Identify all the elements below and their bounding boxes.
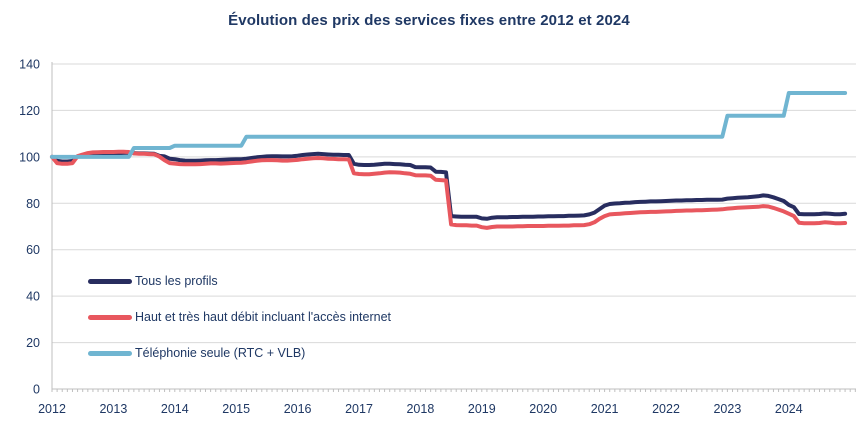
legend-item-haut-debit: Haut et très haut débit incluant l'accès… [88, 308, 508, 326]
legend-swatch-tous-les-profils [88, 278, 132, 284]
legend-label-tous-les-profils: Tous les profils [135, 274, 218, 288]
legend-swatch-telephonie-seule [88, 350, 132, 356]
series-line-2 [50, 91, 848, 159]
legend-item-telephonie-seule: Téléphonie seule (RTC + VLB) [88, 344, 508, 362]
legend-label-haut-debit: Haut et très haut débit incluant l'accès… [135, 310, 392, 324]
chart-title: Évolution des prix des services fixes en… [228, 12, 630, 29]
x-tick-label-2014: 2014 [161, 402, 189, 416]
series-line-1 [50, 149, 848, 230]
y-tick-label-80: 80 [26, 197, 40, 211]
y-tick-label-60: 60 [26, 243, 40, 257]
x-tick-label-2021: 2021 [591, 402, 619, 416]
legend-swatch-haut-debit [88, 314, 132, 320]
x-tick-label-2023: 2023 [713, 402, 741, 416]
x-tick-label-2018: 2018 [406, 402, 434, 416]
x-tick-label-2012: 2012 [38, 402, 66, 416]
x-tick-label-2019: 2019 [468, 402, 496, 416]
x-tick-label-2024: 2024 [775, 402, 803, 416]
x-tick-label-2016: 2016 [284, 402, 312, 416]
y-tick-label-100: 100 [19, 150, 40, 164]
y-tick-label-0: 0 [33, 383, 40, 397]
legend-item-tous-les-profils: Tous les profils [88, 272, 508, 290]
x-tick-label-2015: 2015 [222, 402, 250, 416]
legend: Tous les profils Haut et très haut débit… [88, 272, 508, 380]
x-tick-label-2017: 2017 [345, 402, 373, 416]
y-tick-label-40: 40 [26, 290, 40, 304]
y-tick-label-140: 140 [19, 58, 40, 72]
legend-label-telephonie-seule: Téléphonie seule (RTC + VLB) [135, 346, 306, 360]
x-tick-label-2022: 2022 [652, 402, 680, 416]
x-tick-label-2013: 2013 [99, 402, 127, 416]
y-tick-label-20: 20 [26, 336, 40, 350]
y-tick-label-120: 120 [19, 104, 40, 118]
x-tick-label-2020: 2020 [529, 402, 557, 416]
